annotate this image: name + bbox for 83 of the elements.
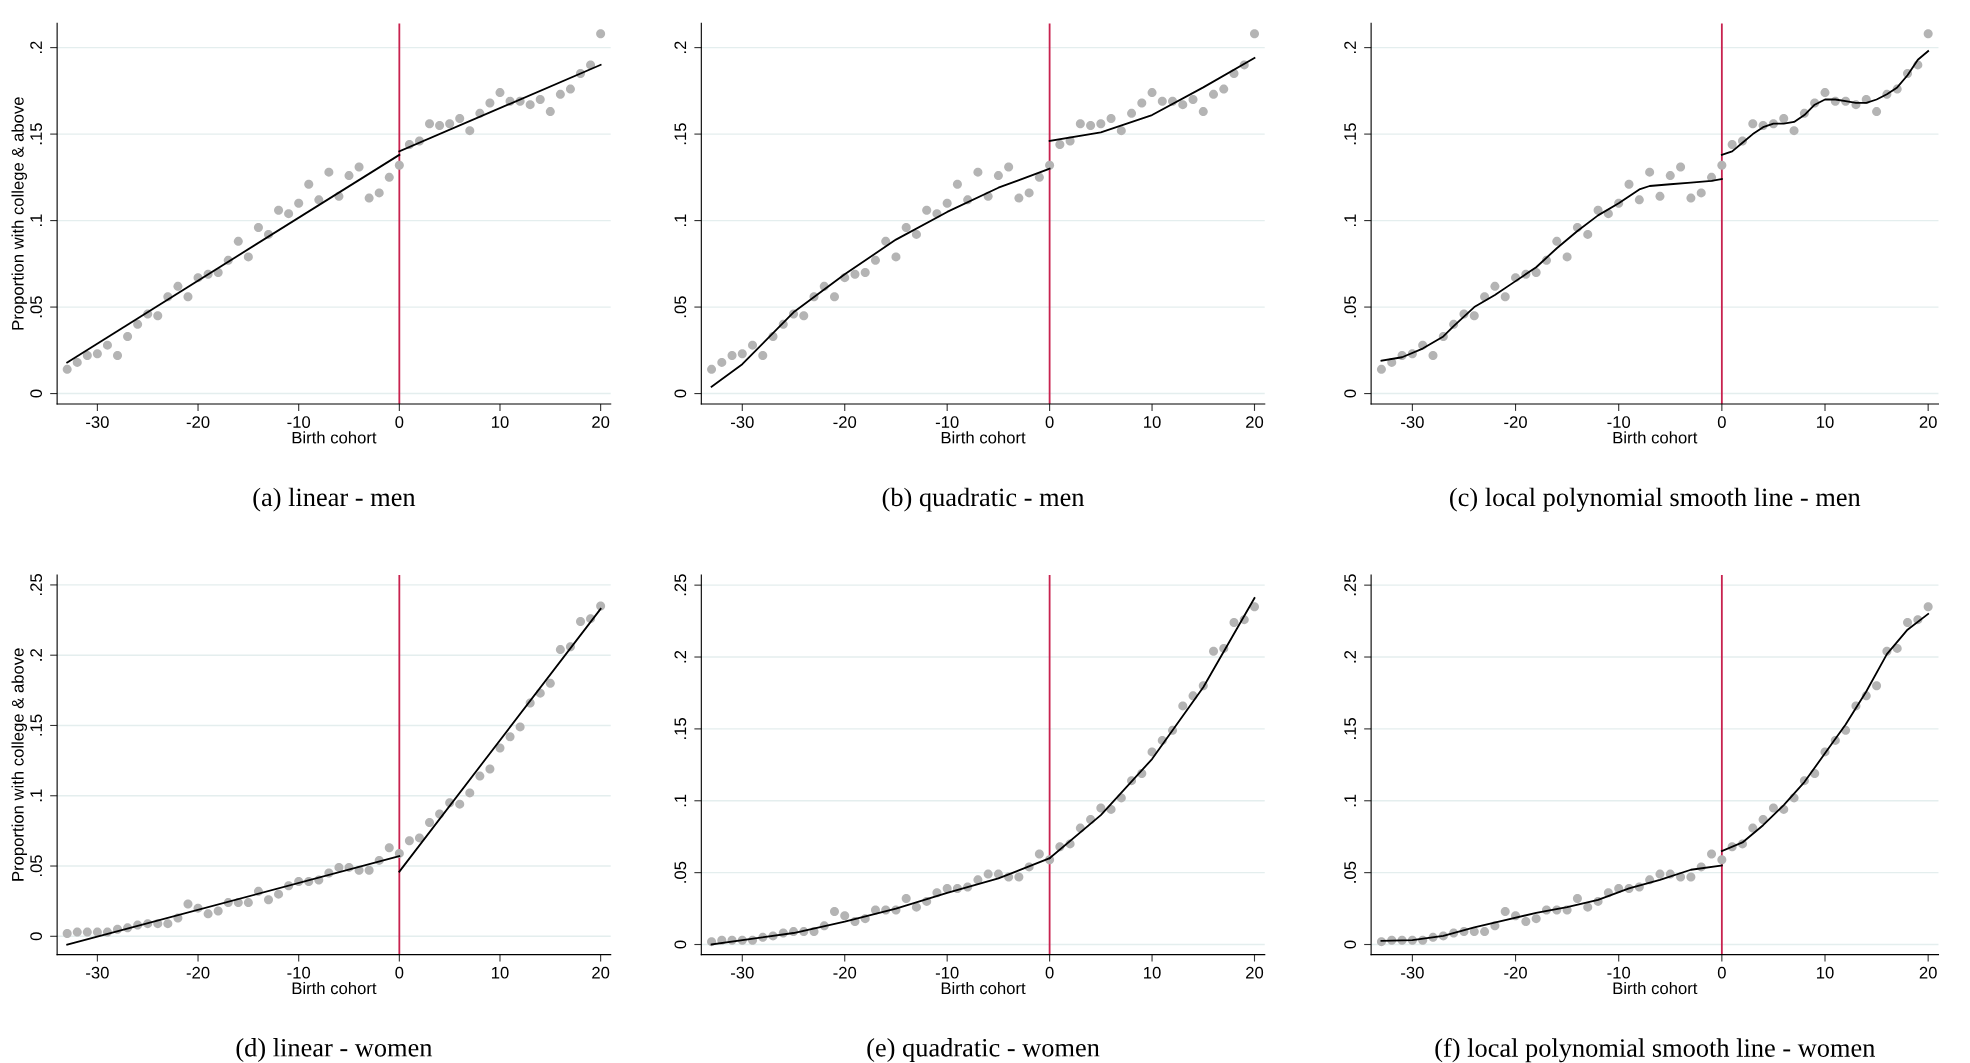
x-axis-title: Birth cohort	[292, 431, 377, 444]
x-tick-label: 20	[1246, 966, 1264, 979]
x-tick-label: 0	[1717, 966, 1726, 979]
x-tick-label: -10	[1607, 416, 1631, 428]
y-axis-title: Proportion with college & above	[11, 97, 28, 330]
y-tick-label: .25	[1344, 574, 1357, 596]
x-tick-label: 10	[1817, 416, 1834, 428]
x-tick-label: 10	[1144, 966, 1161, 979]
y-tick-label: .05	[674, 296, 687, 318]
y-tick-label: .15	[674, 123, 687, 145]
y-tick-label: .1	[1344, 214, 1356, 227]
x-tick-label: 20	[592, 966, 610, 979]
x-tick-label: -30	[86, 416, 109, 428]
x-axis-title: Birth cohort	[941, 981, 1026, 995]
x-tick-label: 10	[491, 416, 509, 428]
x-tick-label: 20	[1246, 416, 1264, 428]
x-tick-label: -10	[287, 416, 311, 428]
x-tick-label: -20	[186, 416, 210, 428]
y-axis-title: Proportion with college & above	[11, 648, 28, 881]
y-tick-label: .05	[30, 855, 43, 877]
y-tick-label: .2	[30, 41, 42, 54]
y-tick-label: .2	[30, 649, 42, 661]
text: (a) linear - men	[253, 487, 416, 512]
x-tick-label: -10	[287, 966, 311, 979]
text: (b) quadratic - men	[882, 487, 1085, 512]
y-tick-label: 0	[30, 932, 43, 941]
y-tick-label: .1	[30, 789, 42, 802]
y-tick-label: .2	[674, 650, 687, 663]
x-axis-title: Birth cohort	[1613, 981, 1698, 995]
x-tick-label: 10	[1144, 416, 1161, 428]
x-tick-label: -30	[86, 966, 109, 979]
text: (d) linear - women	[236, 1038, 433, 1062]
x-tick-label: -20	[833, 966, 857, 979]
y-tick-label: .1	[674, 794, 687, 807]
y-tick-label: 0	[674, 389, 687, 398]
x-tick-label: -30	[730, 966, 754, 979]
x-tick-label: -30	[730, 416, 754, 428]
y-tick-label: .15	[30, 123, 43, 145]
x-tick-label: -30	[1401, 416, 1424, 428]
text: (c) local polynomial smooth line - men	[1450, 487, 1861, 512]
y-tick-label: .05	[1344, 296, 1357, 318]
x-tick-label: 0	[1045, 416, 1054, 428]
x-tick-label: 10	[1817, 966, 1834, 979]
x-tick-label: 20	[592, 416, 610, 428]
y-tick-label: .15	[1344, 718, 1357, 739]
x-axis-title: Birth cohort	[1613, 431, 1698, 444]
x-axis-title: Birth cohort	[292, 981, 377, 995]
y-tick-label: 0	[1344, 940, 1357, 949]
x-tick-label: 20	[1919, 416, 1937, 428]
text: (f) local polynomial smooth line - women	[1435, 1038, 1875, 1063]
x-tick-label: -30	[1401, 966, 1424, 979]
y-tick-label: 0	[30, 389, 43, 398]
x-tick-label: -20	[186, 966, 210, 979]
x-tick-label: -10	[1607, 966, 1631, 979]
y-tick-label: .05	[674, 861, 687, 883]
x-axis-title: Birth cohort	[941, 431, 1026, 444]
x-tick-label: 10	[491, 966, 509, 979]
x-tick-label: -20	[833, 416, 857, 428]
y-tick-label: .1	[30, 214, 42, 227]
text: (e) quadratic - women	[867, 1038, 1100, 1062]
x-tick-label: -20	[1504, 966, 1527, 979]
y-tick-label: .1	[1344, 794, 1356, 807]
y-tick-label: .05	[30, 296, 43, 318]
y-tick-label: .15	[674, 718, 687, 739]
y-tick-label: .2	[1344, 650, 1356, 663]
x-tick-label: -20	[1504, 416, 1527, 428]
x-tick-label: 0	[395, 416, 404, 428]
x-tick-label: 0	[395, 966, 404, 979]
y-tick-label: .15	[1344, 123, 1357, 145]
x-tick-label: 0	[1045, 966, 1054, 979]
x-tick-label: 0	[1717, 416, 1726, 428]
x-tick-label: -10	[935, 416, 959, 428]
y-tick-label: .1	[674, 214, 687, 227]
y-tick-label: .2	[674, 41, 687, 54]
x-tick-label: 20	[1919, 966, 1937, 979]
y-tick-label: 0	[1344, 389, 1357, 398]
y-tick-label: .05	[1344, 861, 1357, 883]
y-tick-label: 0	[674, 940, 687, 949]
y-tick-label: .25	[674, 574, 687, 596]
y-tick-label: .2	[1344, 41, 1356, 54]
y-tick-label: .15	[30, 714, 43, 736]
y-tick-label: .25	[30, 574, 43, 595]
x-tick-label: -10	[935, 966, 959, 979]
